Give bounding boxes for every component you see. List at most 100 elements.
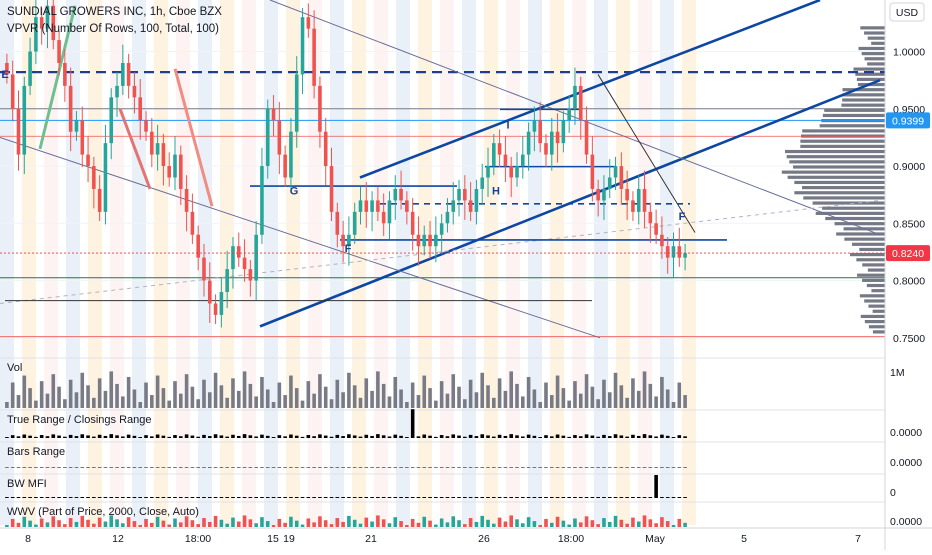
candle-body bbox=[254, 234, 258, 281]
volume-profile-row bbox=[844, 237, 885, 241]
panel-bar bbox=[196, 399, 200, 408]
session-band bbox=[484, 0, 498, 525]
panel-bar bbox=[109, 371, 114, 408]
candle-body bbox=[631, 200, 635, 212]
panel-bar bbox=[625, 523, 629, 527]
panel-bar bbox=[474, 521, 479, 527]
panel-bar bbox=[463, 497, 467, 498]
panel-bar bbox=[144, 518, 148, 527]
panel-bar bbox=[300, 400, 305, 408]
panel-bar bbox=[92, 436, 96, 438]
panel-bar bbox=[578, 522, 583, 527]
panel-bar bbox=[254, 497, 258, 498]
panel-bar bbox=[254, 396, 258, 408]
svg-text:USD: USD bbox=[896, 7, 919, 19]
panel-bar bbox=[573, 467, 577, 468]
candle-body bbox=[352, 211, 357, 235]
panel-bar bbox=[202, 518, 206, 527]
panel-bar bbox=[248, 467, 253, 468]
panel-bar bbox=[318, 516, 322, 527]
candle-body bbox=[590, 154, 595, 189]
volume-profile-row bbox=[858, 46, 885, 51]
currency-button[interactable]: USD bbox=[889, 2, 925, 22]
panel-bar bbox=[109, 434, 114, 438]
panel-bar bbox=[376, 497, 380, 498]
panel-bar bbox=[358, 523, 363, 527]
panel-bar bbox=[683, 436, 687, 438]
candle-body bbox=[341, 234, 345, 247]
panel-bar bbox=[677, 518, 682, 527]
candle-body bbox=[57, 40, 61, 63]
candle-body bbox=[347, 234, 351, 247]
candle-body bbox=[463, 188, 467, 201]
panel-bar bbox=[636, 390, 641, 408]
panel-scale-label: 0.0000 bbox=[890, 516, 922, 528]
panel-bar bbox=[445, 522, 450, 527]
candle-body bbox=[167, 166, 172, 178]
panel-bar bbox=[341, 392, 345, 408]
panel-bar bbox=[121, 467, 125, 468]
candle-body bbox=[492, 143, 496, 167]
panel-bar bbox=[555, 434, 560, 438]
pattern-label: F bbox=[345, 243, 352, 255]
panel-bar bbox=[486, 385, 490, 408]
panel-bar bbox=[300, 436, 305, 438]
panel-bar bbox=[509, 371, 514, 408]
candle-body bbox=[103, 143, 108, 212]
candle-body bbox=[63, 62, 67, 86]
panel-bar bbox=[190, 467, 195, 468]
panel-bar bbox=[283, 395, 287, 408]
panel-bar bbox=[277, 382, 282, 408]
candle-body bbox=[329, 166, 334, 212]
panel-bar bbox=[39, 435, 44, 438]
time-tick-label: 19 bbox=[283, 533, 295, 545]
panel-bar bbox=[5, 467, 9, 468]
panel-bar bbox=[399, 389, 403, 408]
panel-bar bbox=[271, 525, 276, 527]
candle-body bbox=[289, 131, 293, 178]
panel-bar bbox=[416, 395, 421, 408]
level-badge-box bbox=[886, 112, 930, 129]
panel-bar bbox=[294, 435, 299, 438]
panel-bar bbox=[173, 497, 177, 498]
panel-bar bbox=[271, 402, 276, 408]
panel-bar bbox=[422, 434, 427, 438]
panel-bar bbox=[155, 375, 160, 408]
panel-bar bbox=[271, 467, 276, 468]
panel-bar bbox=[347, 372, 351, 408]
panel-bar bbox=[631, 517, 635, 527]
panel-bar bbox=[16, 522, 21, 527]
candle-body bbox=[335, 211, 340, 235]
panel-bar bbox=[515, 467, 519, 468]
panel-bar bbox=[677, 382, 682, 408]
panel-bar bbox=[294, 497, 299, 498]
panel-bar bbox=[584, 516, 589, 527]
panel-bar bbox=[323, 520, 328, 527]
panel-bar bbox=[405, 525, 409, 527]
panel-bar bbox=[468, 518, 473, 527]
panel-bar bbox=[439, 467, 444, 468]
panel-bar bbox=[544, 467, 548, 468]
panel-bar bbox=[323, 497, 328, 498]
panel-bar bbox=[434, 497, 438, 498]
pattern-label: F bbox=[679, 211, 686, 223]
panel-bar bbox=[207, 436, 212, 438]
volume-profile-row bbox=[868, 325, 885, 329]
panel-bar bbox=[567, 436, 571, 438]
panel-bar bbox=[28, 388, 32, 408]
candle-body bbox=[399, 188, 403, 201]
panel-bar bbox=[654, 467, 658, 468]
panel-bar bbox=[190, 435, 195, 438]
panel-bar bbox=[642, 497, 647, 498]
panel-bar bbox=[219, 467, 224, 468]
trend-line bbox=[173, 68, 214, 207]
panel-bar bbox=[613, 467, 618, 468]
volume-profile-row bbox=[793, 165, 885, 169]
panel-bar bbox=[86, 435, 90, 438]
panel-bar bbox=[213, 372, 218, 408]
panel-bar bbox=[376, 371, 380, 408]
panel-bar bbox=[161, 497, 166, 498]
candle-body bbox=[132, 85, 137, 98]
